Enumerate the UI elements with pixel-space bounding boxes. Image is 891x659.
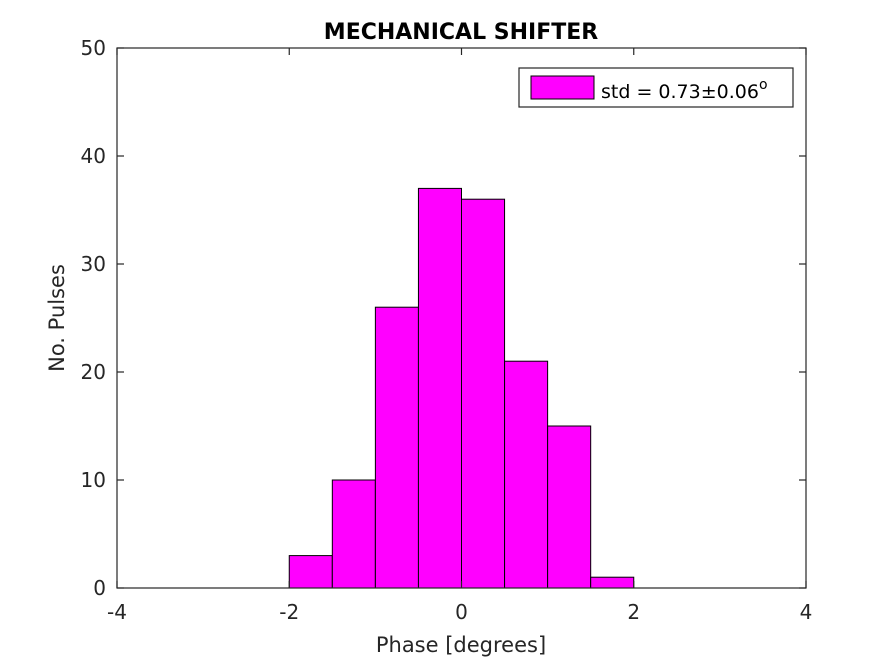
x-tick-label: -4 (107, 600, 127, 624)
y-axis-label: No. Pulses (45, 264, 69, 372)
y-tick-label: 50 (81, 36, 106, 60)
bars-group (288, 187, 635, 589)
histogram-bar (461, 198, 506, 589)
y-axis-ticks: 0 10 20 30 40 50 (81, 36, 806, 600)
x-tick-label: 2 (627, 600, 640, 624)
legend-label-main: std = 0.73±0.06 (601, 81, 759, 103)
histogram-bar (504, 360, 549, 589)
legend-label-superscript: o (759, 77, 768, 93)
histogram-bar (374, 306, 419, 589)
histogram-bar (417, 187, 462, 589)
histogram-bar (288, 555, 333, 589)
x-tick-label: -2 (279, 600, 299, 624)
x-tick-label: 4 (800, 600, 813, 624)
x-axis-ticks: -4 -2 0 2 4 (107, 48, 812, 624)
y-tick-label: 10 (81, 468, 106, 492)
legend-label: std = 0.73±0.06o (601, 77, 768, 103)
x-axis-label: Phase [degrees] (376, 633, 546, 657)
y-tick-label: 30 (81, 252, 106, 276)
y-tick-label: 20 (81, 360, 106, 384)
chart-title: MECHANICAL SHIFTER (324, 20, 598, 45)
y-tick-label: 0 (93, 576, 106, 600)
histogram-bar (590, 576, 635, 589)
y-tick-label: 40 (81, 144, 106, 168)
legend: std = 0.73±0.06o (518, 67, 794, 108)
legend-swatch (530, 75, 595, 100)
histogram-bar (547, 425, 592, 589)
x-tick-label: 0 (455, 600, 468, 624)
histogram-bar (331, 479, 376, 589)
